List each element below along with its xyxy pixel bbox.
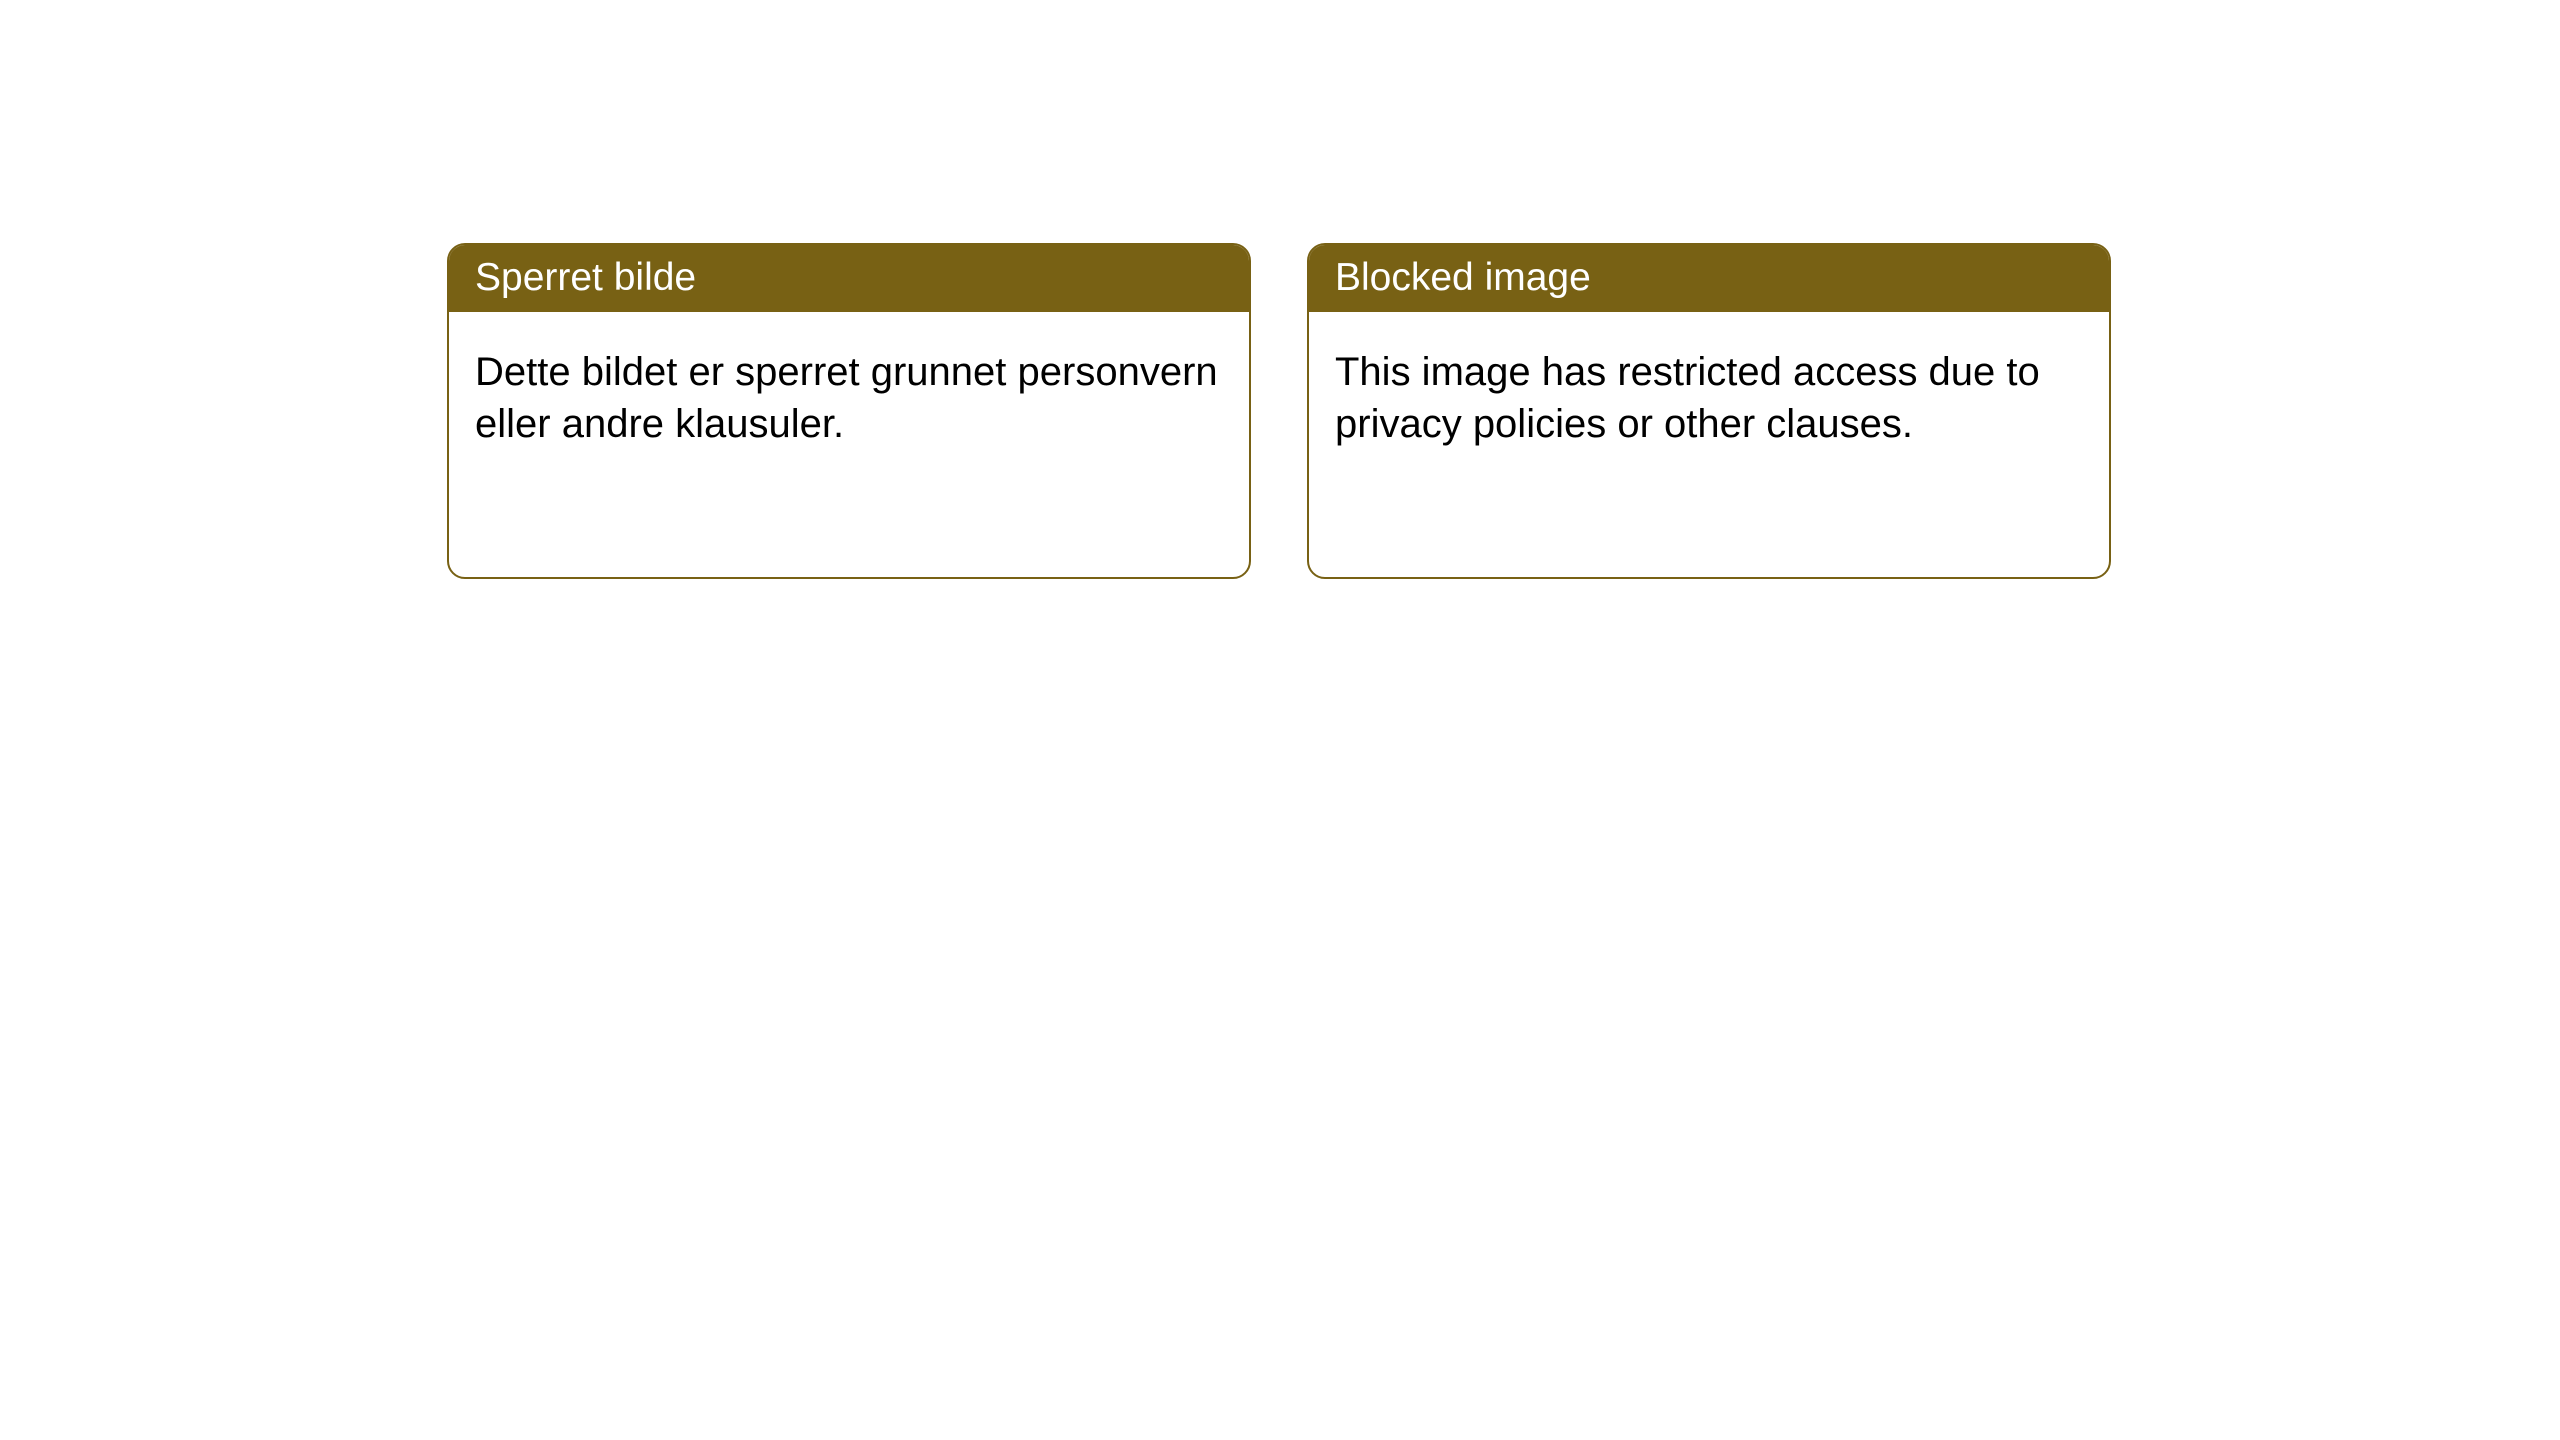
card-title: Sperret bilde — [475, 256, 696, 299]
notice-container: Sperret bilde Dette bildet er sperret gr… — [0, 0, 2560, 579]
card-header: Sperret bilde — [449, 245, 1249, 312]
card-header: Blocked image — [1309, 245, 2109, 312]
card-body: This image has restricted access due to … — [1309, 312, 2109, 484]
notice-card-english: Blocked image This image has restricted … — [1307, 243, 2111, 579]
card-body-text: Dette bildet er sperret grunnet personve… — [475, 350, 1218, 446]
card-body-text: This image has restricted access due to … — [1335, 350, 2040, 446]
card-title: Blocked image — [1335, 256, 1591, 299]
notice-card-norwegian: Sperret bilde Dette bildet er sperret gr… — [447, 243, 1251, 579]
card-body: Dette bildet er sperret grunnet personve… — [449, 312, 1249, 484]
